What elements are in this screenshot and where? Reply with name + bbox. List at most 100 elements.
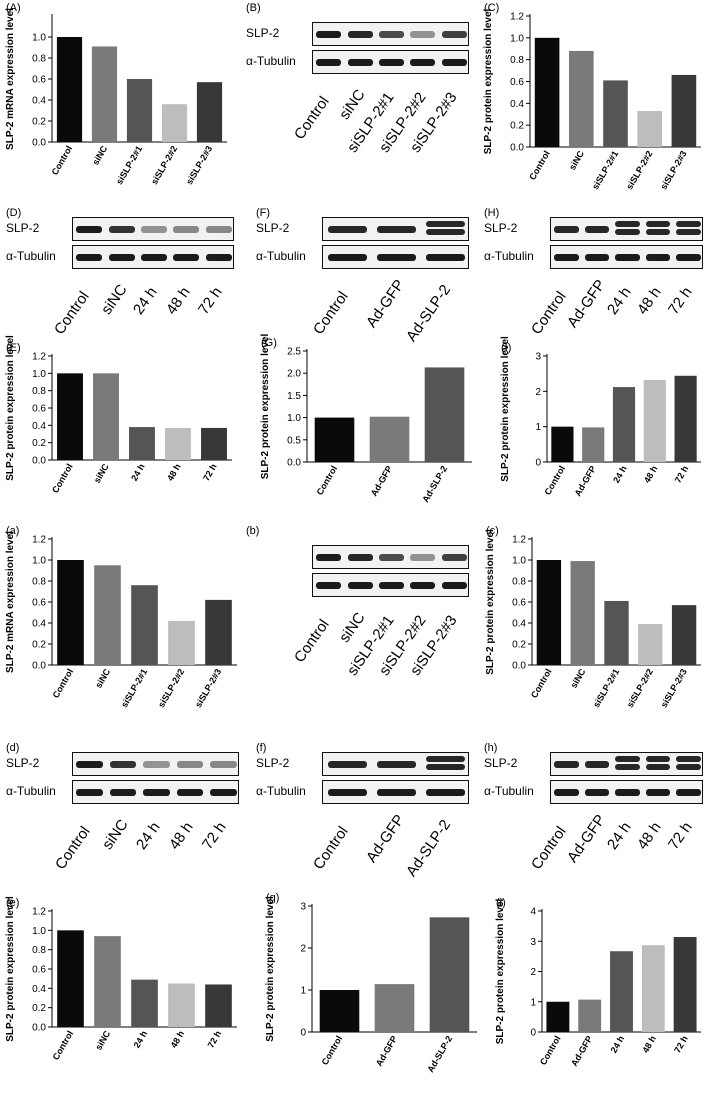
y-tick-label: 0.2 (32, 117, 46, 128)
lane-label: Control (309, 823, 352, 873)
blot-band (441, 30, 467, 38)
x-tick-label: siSLP-2#2 (624, 149, 654, 191)
x-tick-label: Control (315, 464, 340, 497)
x-tick-label: siNC (93, 1029, 112, 1052)
y-tick-label: 0.5 (287, 435, 301, 446)
y-tick-label: 0.0 (32, 661, 46, 672)
bar-sinc (568, 50, 594, 147)
lane-label: 72 h (664, 818, 696, 853)
y-axis-label: SLP-2 protein expression level (485, 529, 496, 675)
blot-band (316, 553, 342, 561)
bar-48-h (165, 427, 191, 460)
panel-label-B: (B) (246, 2, 261, 14)
y-tick-label: 1.0 (32, 556, 46, 567)
x-tick-label: siSLP-2#2 (149, 144, 179, 186)
bar-chart-i: SLP-2 protein expression level 0 1 2 3 4 Contr… (495, 898, 701, 1068)
blot-band (645, 253, 671, 261)
row-label-tubulin: α-Tubulin (6, 249, 56, 263)
bar-24-h (610, 951, 633, 1032)
blot-strip-slp2 (322, 217, 469, 241)
panel-label-G: (G) (261, 337, 277, 349)
blot-band (378, 553, 405, 561)
row-label-tubulin: α-Tubulin (256, 249, 306, 263)
x-tick-label: siNC (567, 149, 586, 172)
y-tick-label: 0.0 (32, 138, 46, 149)
blot-band (615, 253, 640, 261)
y-tick-label: 0.4 (510, 99, 524, 110)
x-tick-label: siSLP-2#1 (119, 667, 149, 709)
blot-band (441, 58, 467, 66)
y-tick-label: 0.6 (32, 404, 46, 415)
blot-band (143, 760, 170, 768)
y-tick-label: 0.2 (32, 438, 46, 449)
blot-band (205, 253, 232, 261)
panel-label-d: (d) (6, 742, 20, 754)
y-tick-label: 0.6 (512, 598, 526, 609)
blot-strip-tubulin (550, 245, 703, 269)
lane-label: 48 h (166, 818, 197, 853)
chart-panel-G: (G) SLP-2 protein expression level 0.0 0.5 1… (255, 333, 480, 520)
x-tick-label: siSLP-2#3 (193, 667, 223, 709)
blot-strip-tubulin (72, 780, 239, 804)
y-tick-label: 0.4 (32, 984, 46, 995)
blot-panel-B: (B) SLP-2 α-Tubulin Control siNC siSLP-2#1 siS… (240, 0, 475, 200)
blot-strip-tubulin (312, 573, 469, 597)
bar-control (314, 417, 355, 462)
x-tick-label: siNC (93, 667, 112, 690)
y-axis-label: SLP-2 mRNA expression level (5, 531, 16, 673)
panel-label-i: (i) (496, 897, 506, 909)
blot-strip-tubulin (322, 780, 469, 804)
y-axis-label: SLP-2 protein expression level (500, 336, 511, 482)
blot-band (327, 225, 368, 233)
panel-label-C: (C) (484, 2, 500, 14)
blot-band (425, 763, 466, 770)
blot-band (108, 253, 135, 261)
y-axis-label: SLP-2 mRNA expression level (5, 8, 16, 150)
x-tick-label: siSLP-2#3 (658, 149, 688, 191)
x-tick-label: 24 h (609, 1034, 627, 1055)
y-tick-label: 1.2 (32, 907, 46, 918)
row-label-slp2: SLP-2 (6, 756, 40, 770)
y-axis-label: SLP-2 protein expression level (265, 896, 276, 1042)
y-tick-label: 0.8 (512, 577, 526, 588)
x-tick-label: siSLP-2#1 (590, 149, 620, 191)
blot-band (645, 763, 671, 770)
blot-band (205, 225, 232, 233)
blot-band (327, 253, 368, 261)
panel-label-e: (e) (6, 897, 20, 909)
lane-label: 24 h (603, 283, 635, 318)
y-tick-label: 2 (530, 967, 536, 978)
panel-label-g: (g) (266, 892, 280, 904)
blot-band (584, 788, 610, 796)
blot-band (173, 225, 200, 233)
lane-label: Control (528, 823, 571, 873)
row-label-slp2: SLP-2 (6, 221, 40, 235)
panel-label-h: (h) (484, 742, 498, 754)
blot-band (378, 30, 405, 38)
bar-chart-a: SLP-2 mRNA expression level 0.0 0.2 0.4 0.6 0… (5, 531, 237, 709)
panel-label-F: (F) (256, 207, 271, 219)
blot-band (425, 228, 466, 235)
blot-panel-b: (b) Control siNC siSLP-2#1 siSLP-2#2 siSLP-2#… (240, 523, 475, 723)
x-tick-label: 48 h (642, 464, 660, 485)
x-tick-label: siNC (90, 144, 109, 167)
x-tick-label: 24 h (132, 1029, 150, 1050)
lane-label: 48 h (634, 283, 665, 318)
y-tick-label: 0.6 (32, 965, 46, 976)
bar-24-h (129, 427, 155, 460)
lane-label: Ad-GFP (363, 276, 409, 332)
blot-band (410, 553, 436, 561)
blot-band (209, 788, 237, 796)
y-tick-label: 0.4 (32, 619, 46, 630)
panel-label-I: (I) (501, 342, 512, 354)
bar-sislp-2-3 (196, 82, 223, 142)
chart-panel-e: (e) SLP-2 protein expression level 0.0 0.2 0… (0, 895, 245, 1085)
blot-strip-slp2 (550, 752, 703, 776)
blot-panel-h: (h) SLP-2 α-Tubulin Control Ad-GFP 24 h 48 h 72… (478, 740, 709, 890)
y-tick-label: 0.0 (32, 456, 46, 467)
panel-label-D: (D) (6, 207, 22, 219)
x-tick-label: 24 h (611, 464, 629, 485)
blot-band (676, 253, 701, 261)
lane-label: 24 h (132, 818, 164, 853)
blot-band (108, 225, 135, 233)
